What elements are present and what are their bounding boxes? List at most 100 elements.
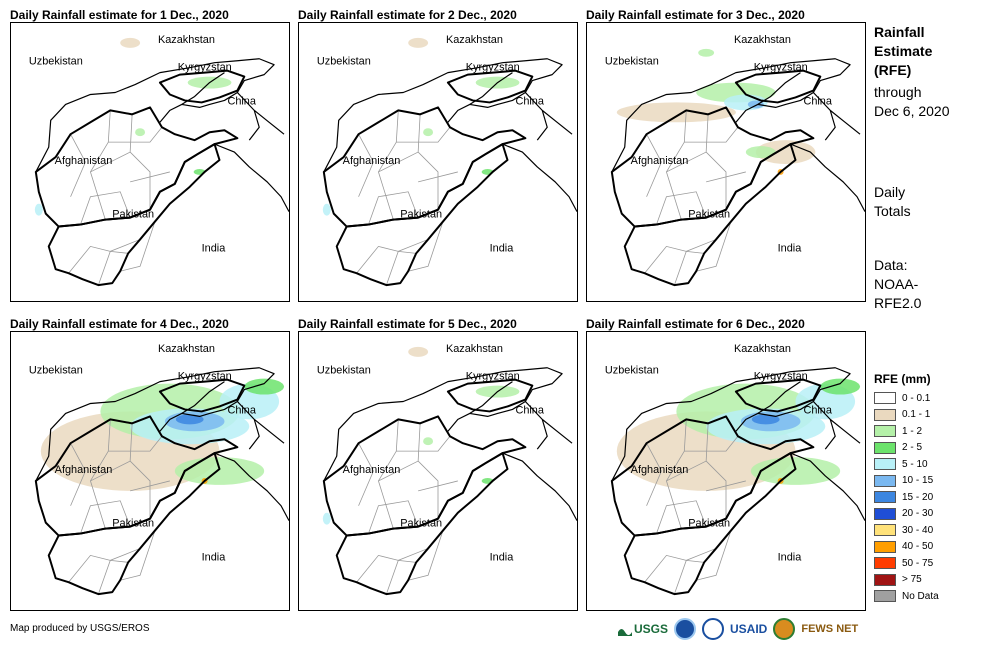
regional-border xyxy=(323,367,563,482)
country-label-india: India xyxy=(778,551,803,563)
pakistan-border xyxy=(335,143,509,287)
sidebar-period: through Dec 6, 2020 xyxy=(874,83,950,121)
legend-swatch xyxy=(874,540,896,553)
rainfall-area xyxy=(120,37,141,48)
province-boundary xyxy=(356,239,429,286)
kyrgyzstan-border xyxy=(158,378,246,413)
legend-item: 1 - 2 xyxy=(874,423,939,440)
legend-swatch xyxy=(874,425,896,438)
province-boundary xyxy=(80,500,131,534)
country-label-india: India xyxy=(202,551,227,563)
country-label-kyrgyzstan: Kyrgyzstan xyxy=(178,371,232,383)
panel-title: Daily Rainfall estimate for 2 Dec., 2020 xyxy=(298,8,517,22)
legend-item: 0 - 0.1 xyxy=(874,390,939,407)
india-border xyxy=(214,143,289,212)
province-boundary xyxy=(120,530,156,581)
map-credit: Map produced by USGS/EROS xyxy=(10,623,150,634)
legend-swatch xyxy=(874,458,896,471)
country-label-pakistan: Pakistan xyxy=(400,209,442,221)
province-boundary xyxy=(396,127,458,183)
province-boundary xyxy=(68,239,141,286)
usgs-wave-icon xyxy=(618,629,632,636)
rainfall-area xyxy=(244,378,285,395)
rainfall-area xyxy=(750,457,841,485)
legend-item: 30 - 40 xyxy=(874,522,939,539)
country-label-afghanistan: Afghanistan xyxy=(631,464,689,476)
map-frame: Kazakhstan Uzbekistan Kyrgyzstan China Afgha… xyxy=(298,331,578,611)
country-label-india: India xyxy=(490,551,515,563)
legend-item: 20 - 30 xyxy=(874,506,939,523)
usgs-logo: USGS xyxy=(618,622,668,636)
country-label-kazakhstan: Kazakhstan xyxy=(734,343,791,355)
legend-item: 5 - 10 xyxy=(874,456,939,473)
province-boundary xyxy=(666,423,727,519)
sidebar-title: Rainfall Estimate (RFE) xyxy=(874,23,932,80)
india-border xyxy=(214,452,289,521)
legend-label: 0 - 0.1 xyxy=(902,392,931,404)
rainfall-area xyxy=(34,203,43,216)
country-label-kyrgyzstan: Kyrgyzstan xyxy=(754,62,808,74)
pakistan-border xyxy=(47,143,221,287)
agency-logos: USGS USAID FEWS NET xyxy=(618,618,858,640)
sidebar-period-line: through xyxy=(874,84,922,100)
legend-item: No Data xyxy=(874,588,939,605)
province-boundary xyxy=(108,127,170,183)
regional-border xyxy=(35,58,275,173)
country-label-kyrgyzstan: Kyrgyzstan xyxy=(466,62,520,74)
regional-border xyxy=(611,367,851,482)
rainfall-area xyxy=(747,100,764,109)
country-label-kyrgyzstan: Kyrgyzstan xyxy=(178,62,232,74)
country-label-kazakhstan: Kazakhstan xyxy=(158,343,215,355)
map-frame: Kazakhstan Uzbekistan Kyrgyzstan China Afgha… xyxy=(10,331,290,611)
legend-item: 15 - 20 xyxy=(874,489,939,506)
legend-swatch xyxy=(874,590,896,603)
legend-swatch xyxy=(874,524,896,537)
country-label-uzbekistan: Uzbekistan xyxy=(317,56,371,68)
province-boundary xyxy=(684,436,746,492)
country-label-pakistan: Pakistan xyxy=(400,518,442,530)
regional-map: Kazakhstan Uzbekistan Kyrgyzstan China Afgha… xyxy=(317,34,577,287)
legend-swatch xyxy=(874,441,896,454)
country-label-kazakhstan: Kazakhstan xyxy=(158,34,215,46)
regional-map: Kazakhstan Uzbekistan Kyrgyzstan China Afgha… xyxy=(29,34,289,287)
china-border xyxy=(812,92,861,141)
india-border xyxy=(790,452,865,521)
china-border xyxy=(236,92,285,141)
country-label-india: India xyxy=(778,242,803,254)
rainfall-area xyxy=(175,414,204,425)
rainfall-area xyxy=(698,48,715,57)
province-boundary xyxy=(408,221,444,272)
province-boundary xyxy=(644,239,717,286)
rainfall-area xyxy=(174,457,265,485)
map-frame: Kazakhstan Uzbekistan Kyrgyzstan China Afgha… xyxy=(586,331,866,611)
country-label-india: India xyxy=(202,242,227,254)
legend-swatch xyxy=(874,491,896,504)
legend-label: 5 - 10 xyxy=(902,458,928,470)
sidebar-daily-totals: Daily Totals xyxy=(874,183,911,221)
province-boundary xyxy=(368,191,419,225)
usaid-logo-text: USAID xyxy=(730,622,768,636)
sidebar-period-line: Dec 6, 2020 xyxy=(874,103,950,119)
noaa-emblem-icon xyxy=(674,618,697,640)
rainfall-area xyxy=(755,140,816,164)
china-border xyxy=(812,401,861,450)
rainfall-area xyxy=(408,346,429,357)
province-boundary xyxy=(378,423,439,519)
legend-swatch xyxy=(874,507,896,520)
country-label-uzbekistan: Uzbekistan xyxy=(29,56,83,68)
regional-map: Kazakhstan Uzbekistan Kyrgyzstan China Afgha… xyxy=(605,34,865,287)
rainfall-area xyxy=(820,378,861,395)
legend-item: 2 - 5 xyxy=(874,440,939,457)
country-label-pakistan: Pakistan xyxy=(688,518,730,530)
country-label-afghanistan: Afghanistan xyxy=(55,464,113,476)
country-label-uzbekistan: Uzbekistan xyxy=(29,365,83,377)
province-boundary xyxy=(696,221,732,272)
sidebar-title-line: Estimate xyxy=(874,43,933,59)
india-border xyxy=(502,143,577,212)
country-label-pakistan: Pakistan xyxy=(112,209,154,221)
province-boundary xyxy=(408,530,444,581)
kyrgyzstan-border xyxy=(446,378,534,413)
panel-title: Daily Rainfall estimate for 4 Dec., 2020 xyxy=(10,317,229,331)
country-label-china: China xyxy=(803,404,832,416)
usgs-logo-text: USGS xyxy=(634,622,669,636)
